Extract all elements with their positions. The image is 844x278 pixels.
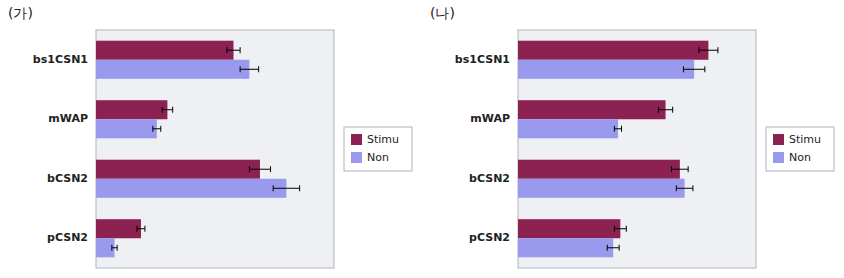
bar	[518, 119, 618, 138]
title: (나)	[430, 5, 455, 21]
bar	[518, 60, 694, 79]
error-bar	[614, 126, 621, 132]
bar	[96, 119, 157, 138]
error-bar	[672, 166, 689, 172]
legend-swatch	[351, 152, 362, 163]
bar	[518, 41, 708, 60]
error-bar	[162, 107, 173, 113]
error-bar	[112, 245, 117, 251]
legend-label: Non	[367, 151, 389, 164]
bar	[96, 41, 234, 60]
legend: Stimu Non	[344, 127, 412, 171]
error-bar	[273, 185, 299, 191]
error-bar	[683, 66, 704, 72]
error-bar	[249, 166, 270, 172]
error-bar	[153, 126, 161, 132]
category-label: bCSN2	[469, 172, 510, 185]
legend-label: Non	[789, 151, 811, 164]
legend-label: Stimu	[367, 133, 399, 146]
legend: Stimu Non	[766, 127, 834, 171]
error-bar	[607, 245, 619, 251]
legend-swatch	[773, 152, 784, 163]
legend-frame	[344, 127, 412, 171]
category-label: bCSN2	[47, 172, 88, 185]
error-bar	[227, 47, 240, 53]
bar	[518, 179, 685, 198]
legend-swatch	[773, 134, 784, 145]
bar	[518, 219, 620, 238]
legend-swatch	[351, 134, 362, 145]
bar	[96, 160, 260, 179]
bar	[518, 100, 666, 119]
error-bar	[676, 185, 693, 191]
bar	[518, 238, 613, 257]
bar	[518, 160, 680, 179]
category-label: pCSN2	[469, 231, 510, 244]
error-bar	[658, 107, 672, 113]
legend-label: Stimu	[789, 133, 821, 146]
category-label: mWAP	[48, 112, 88, 125]
error-bar	[699, 47, 718, 53]
legend-frame	[766, 127, 834, 171]
error-bar	[614, 226, 626, 232]
marks	[518, 41, 718, 258]
error-bar	[240, 66, 259, 72]
marks	[96, 41, 300, 258]
panel: (가) bs1CSN1 mWAP bCSN2 pCSN2 Stimu Non	[8, 5, 412, 268]
category-label: pCSN2	[47, 231, 88, 244]
error-bar	[137, 226, 145, 232]
bar	[96, 100, 167, 119]
chart-root: (가) bs1CSN1 mWAP bCSN2 pCSN2 Stimu Non (나) bs1CS…	[0, 0, 844, 278]
bar	[96, 60, 249, 79]
panel: (나) bs1CSN1 mWAP bCSN2 pCSN2 Stimu Non	[430, 5, 834, 268]
bar	[96, 179, 286, 198]
category-label: mWAP	[470, 112, 510, 125]
category-label: bs1CSN1	[455, 53, 510, 66]
title: (가)	[8, 5, 33, 21]
category-label: bs1CSN1	[33, 53, 88, 66]
plot-frame	[518, 30, 756, 268]
bar	[96, 219, 141, 238]
plot-frame	[96, 30, 334, 268]
